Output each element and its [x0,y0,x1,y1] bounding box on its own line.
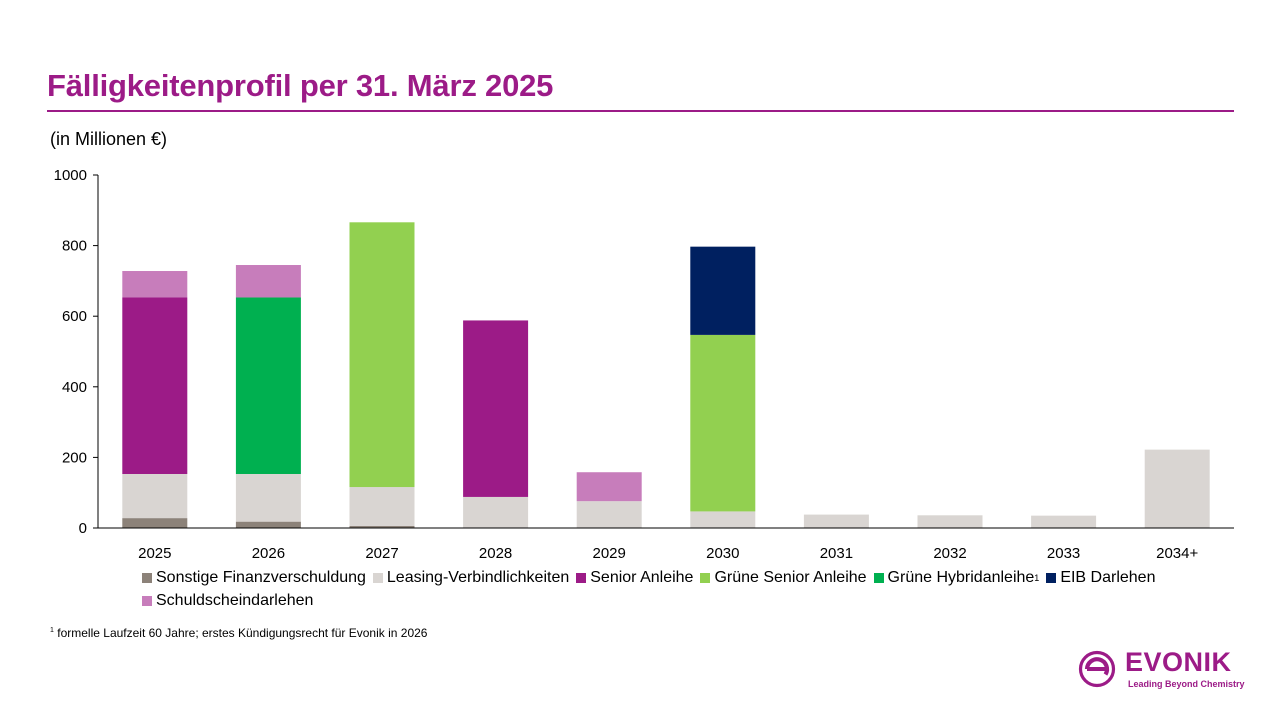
logo-claim: Leading Beyond Chemistry [1128,679,1245,689]
bar-segment [463,496,529,528]
legend-item: EIB Darlehen [1046,567,1155,589]
legend-item: Leasing-Verbindlichkeiten [372,567,570,589]
bar-segment [349,487,415,526]
bar-segment [803,514,869,528]
chart-legend: Sonstige Finanzverschuldung Leasing-Verbi… [142,567,1172,613]
legend-label: Senior Anleihe [590,569,694,586]
bar-segment [690,246,756,335]
bar-segment [690,511,756,528]
x-tick-label: 2033 [1047,545,1080,562]
footnote: 1 formelle Laufzeit 60 Jahre; erstes Kün… [50,626,427,640]
bar-segment [235,297,301,474]
evonik-e-icon [1078,650,1116,688]
legend-swatch [576,573,587,583]
legend-swatch [142,573,152,583]
bar-segment [349,222,415,488]
legend-swatch [873,573,884,583]
footnote-text: formelle Laufzeit 60 Jahre; erstes Kündi… [57,626,428,640]
legend-swatch [372,573,383,583]
bar-segment [463,320,529,497]
legend-footnote-marker: 1 [1034,573,1040,583]
bar-segment [235,473,301,522]
legend-label: Sonstige Finanzverschuldung [156,569,366,586]
bar-segment [122,473,188,519]
bar-segment [1031,515,1097,528]
bar-segment [235,521,301,528]
title-divider [47,110,1234,112]
x-tick-label: 2028 [479,545,512,562]
y-tick-label: 800 [62,238,87,255]
bar-stacks [122,222,1210,528]
legend-label: Grüne Hybridanleihe [887,569,1035,586]
x-tick-label: 2026 [252,545,285,562]
x-axis: 2025 2026 2027 2028 2029 2030 2031 2032 2033 2034… [98,527,1234,562]
x-tick-label: 2025 [138,545,171,562]
legend-item: Grüne Senior Anleihe [700,567,867,589]
footnote-marker: 1 [50,627,54,634]
x-tick-label: 2030 [706,545,739,562]
x-tick-label: 2029 [593,545,626,562]
y-tick-label: 1000 [54,167,87,184]
legend-item: Schuldscheindarlehen [142,590,313,612]
y-tick-label: 400 [62,379,87,396]
bar-segment [122,297,188,474]
legend-label: Leasing-Verbindlichkeiten [386,569,570,586]
bar-segment [576,501,642,528]
legend-label: Schuldscheindarlehen [156,592,314,609]
y-axis: 0 200 400 600 800 1000 [54,167,99,537]
evonik-logo: EVONIK Leading Beyond Chemistry [1078,647,1245,694]
x-tick-label: 2034+ [1156,545,1198,562]
legend-item: Senior Anleihe [576,567,693,589]
y-tick-label: 600 [62,308,87,325]
x-tick-label: 2032 [933,545,966,562]
bar-segment [235,265,301,298]
bar-segment [122,271,188,298]
y-tick-label: 200 [62,449,87,466]
bar-segment [917,515,983,528]
legend-swatch [700,573,711,583]
x-tick-label: 2031 [820,545,853,562]
y-tick-label: 0 [79,520,87,537]
bar-segment [349,525,415,528]
bar-segment [690,334,756,512]
legend-item: Grüne Hybridanleihe 1 [873,567,1040,589]
bar-segment [576,472,642,502]
page-title: Fälligkeitenprofil per 31. März 2025 [47,68,554,103]
legend-swatch [1046,573,1057,583]
bar-segment [1144,449,1210,528]
legend-swatch [142,596,152,606]
legend-label: EIB Darlehen [1060,569,1156,586]
bar-segment [122,518,188,528]
unit-label: (in Millionen €) [50,129,168,149]
x-tick-label: 2027 [365,545,398,562]
legend-label: Grüne Senior Anleihe [714,569,867,586]
logo-wordmark: EVONIK [1125,647,1232,677]
legend-item: Sonstige Finanzverschuldung [142,567,366,589]
